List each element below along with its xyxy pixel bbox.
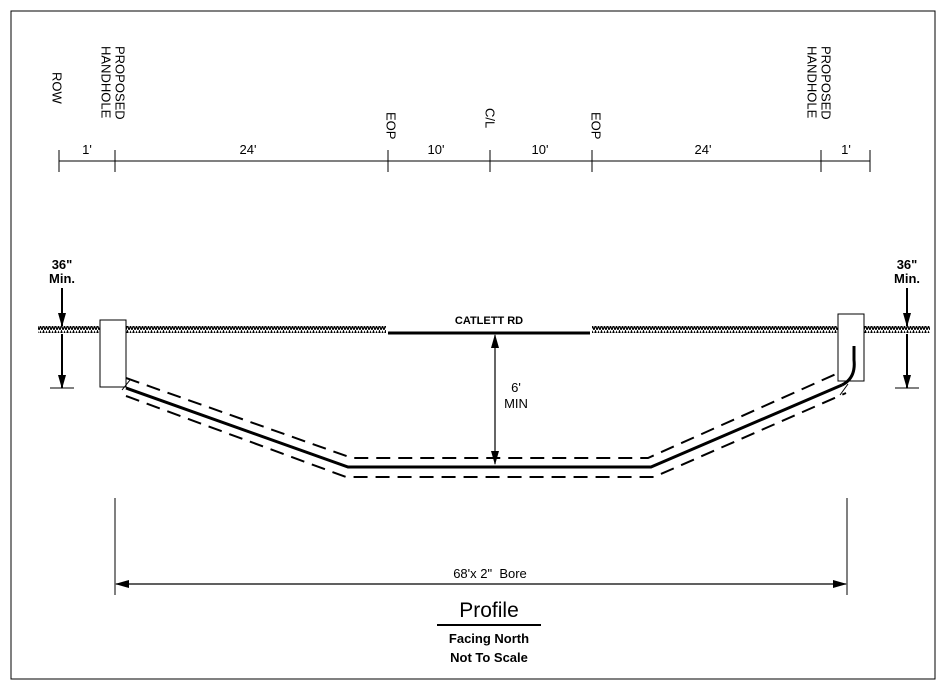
dim-seg-4: 10' [532, 142, 549, 157]
depth-right-arrow [895, 288, 919, 389]
depth-right-qualifier: Min. [894, 271, 920, 286]
label-eop-left: EOP [384, 112, 399, 139]
min-depth-value: 6' [511, 380, 521, 395]
road-name: CATLETT RD [455, 315, 523, 327]
label-right-handhole-1: PROPOSED [819, 46, 834, 120]
bore-path [121, 346, 856, 478]
handhole-left [99, 319, 127, 388]
bore-length-label: 68'x 2" Bore [453, 566, 527, 581]
ground-left [38, 326, 386, 333]
dim-seg-3: 10' [428, 142, 445, 157]
dim-seg-5: 24' [695, 142, 712, 157]
subtitle-scale: Not To Scale [450, 650, 528, 665]
depth-left-value: 36" [52, 257, 73, 272]
label-right-handhole-2: HANDHOLE [805, 46, 820, 119]
ground-right [592, 326, 930, 333]
dim-seg-1: 1' [82, 142, 92, 157]
depth-left-arrow [50, 288, 74, 389]
label-eop-right: EOP [589, 112, 604, 139]
label-centerline: C/L [483, 108, 498, 128]
label-row: ROW [50, 72, 65, 105]
label-left-handhole-1: PROPOSED [113, 46, 128, 120]
drawing-title: Profile [459, 599, 519, 622]
label-left-handhole-2: HANDHOLE [99, 46, 114, 119]
handhole-right [837, 313, 865, 382]
subtitle-facing: Facing North [449, 631, 529, 646]
depth-left-qualifier: Min. [49, 271, 75, 286]
dimension-line [58, 150, 871, 172]
dim-seg-6: 1' [841, 142, 851, 157]
min-depth-label: MIN [504, 396, 528, 411]
bore-length-dimension [114, 498, 848, 595]
depth-right-value: 36" [897, 257, 918, 272]
sheet-border [10, 10, 936, 680]
dim-seg-2: 24' [240, 142, 257, 157]
